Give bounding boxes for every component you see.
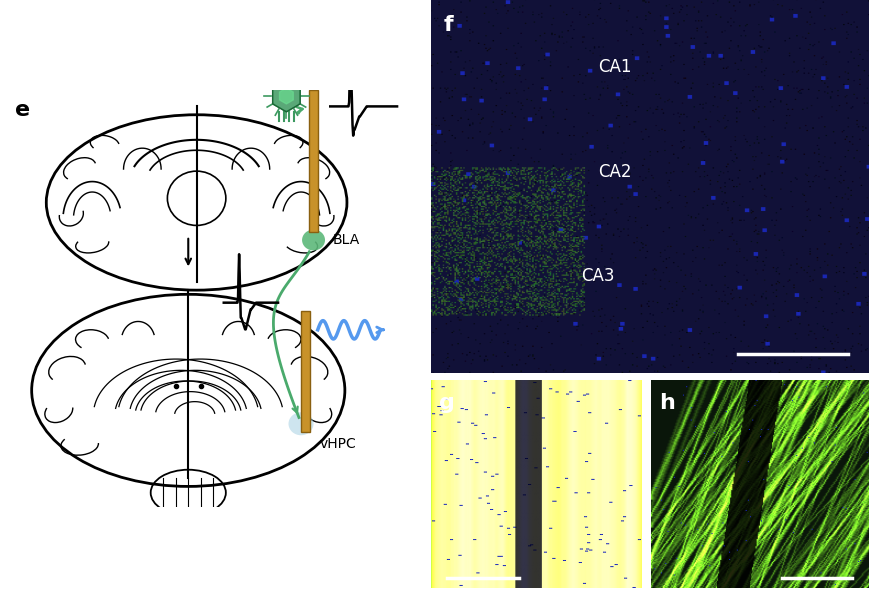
Text: g: g — [439, 393, 454, 413]
Text: vHPC: vHPC — [320, 437, 356, 451]
Text: f: f — [443, 15, 453, 35]
Polygon shape — [279, 88, 293, 104]
Text: CA3: CA3 — [580, 267, 614, 285]
Ellipse shape — [289, 413, 313, 435]
Bar — [301, 311, 309, 432]
Text: h: h — [659, 393, 674, 413]
Text: CA1: CA1 — [598, 58, 631, 76]
Bar — [308, 90, 318, 232]
Text: e: e — [15, 100, 30, 120]
Ellipse shape — [302, 230, 325, 251]
Polygon shape — [272, 80, 300, 112]
Text: CA2: CA2 — [598, 162, 631, 181]
Text: BLA: BLA — [332, 233, 359, 247]
